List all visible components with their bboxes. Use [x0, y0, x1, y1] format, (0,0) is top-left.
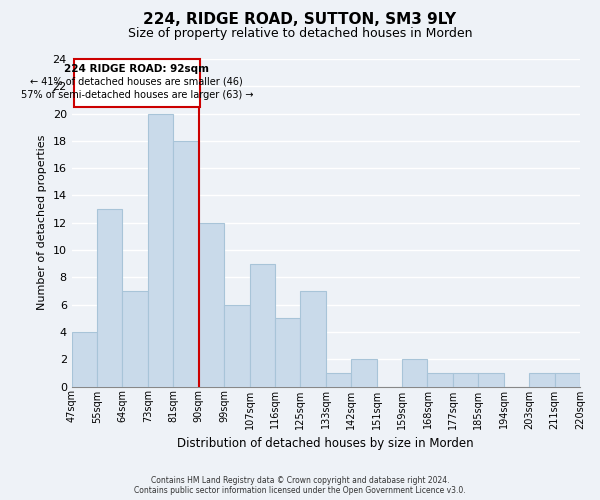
Bar [402, 359, 427, 386]
Y-axis label: Number of detached properties: Number of detached properties [37, 135, 47, 310]
Bar [173, 141, 199, 386]
Bar [326, 373, 351, 386]
Bar [478, 373, 504, 386]
Bar [199, 223, 224, 386]
Bar [250, 264, 275, 386]
Text: 224, RIDGE ROAD, SUTTON, SM3 9LY: 224, RIDGE ROAD, SUTTON, SM3 9LY [143, 12, 457, 28]
Bar [351, 359, 377, 386]
Bar [301, 291, 326, 386]
Bar [427, 373, 453, 386]
Bar [224, 304, 250, 386]
Bar [71, 332, 97, 386]
Bar [148, 114, 173, 386]
Text: 57% of semi-detached houses are larger (63) →: 57% of semi-detached houses are larger (… [20, 90, 253, 101]
Bar [554, 373, 580, 386]
Text: Contains HM Land Registry data © Crown copyright and database right 2024.
Contai: Contains HM Land Registry data © Crown c… [134, 476, 466, 495]
Text: ← 41% of detached houses are smaller (46): ← 41% of detached houses are smaller (46… [31, 76, 243, 86]
Bar [275, 318, 301, 386]
Bar [97, 209, 122, 386]
Bar [529, 373, 554, 386]
Bar [122, 291, 148, 386]
Text: 224 RIDGE ROAD: 92sqm: 224 RIDGE ROAD: 92sqm [64, 64, 209, 74]
X-axis label: Distribution of detached houses by size in Morden: Distribution of detached houses by size … [178, 437, 474, 450]
Text: Size of property relative to detached houses in Morden: Size of property relative to detached ho… [128, 28, 472, 40]
Bar [453, 373, 478, 386]
FancyBboxPatch shape [74, 59, 200, 107]
